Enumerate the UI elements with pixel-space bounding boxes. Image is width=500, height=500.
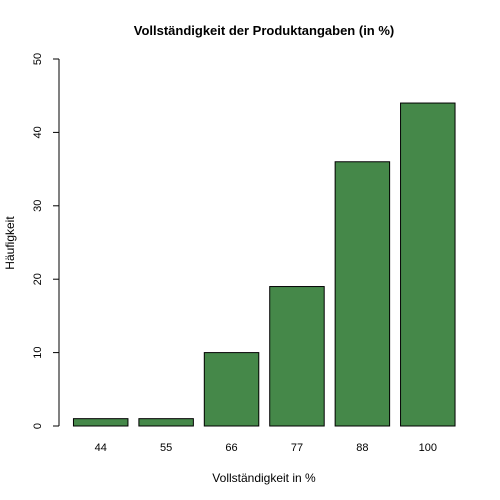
- x-tick-label: 88: [356, 442, 368, 454]
- x-tick-label: 100: [419, 442, 437, 454]
- y-tick-label: 40: [32, 126, 44, 138]
- y-tick-label: 20: [32, 273, 44, 285]
- x-tick-labels: 44 55 66 77 88 100: [95, 442, 437, 454]
- bar-77: [269, 286, 325, 427]
- bar-100: [400, 102, 456, 427]
- bar-88: [334, 161, 391, 427]
- y-tick-label: 30: [32, 200, 44, 212]
- y-tick-label: 0: [32, 423, 44, 429]
- y-tick-label: 10: [32, 346, 44, 358]
- bar-44: [72, 418, 129, 427]
- x-tick-label: 55: [160, 442, 172, 454]
- y-axis-label: Häufigkeit: [3, 216, 17, 270]
- bar-66: [203, 352, 260, 427]
- x-axis-label: Vollständigkeit in %: [212, 471, 316, 485]
- x-tick-label: 77: [291, 442, 303, 454]
- y-tick-label: 50: [32, 53, 44, 65]
- x-tick-label: 44: [95, 442, 107, 454]
- bars: [72, 102, 456, 427]
- chart-title: Vollständigkeit der Produktangaben (in %…: [134, 23, 395, 38]
- x-tick-label: 66: [225, 442, 237, 454]
- y-axis: 0 10 20 30 40 50: [32, 53, 60, 429]
- bar-55: [138, 418, 194, 427]
